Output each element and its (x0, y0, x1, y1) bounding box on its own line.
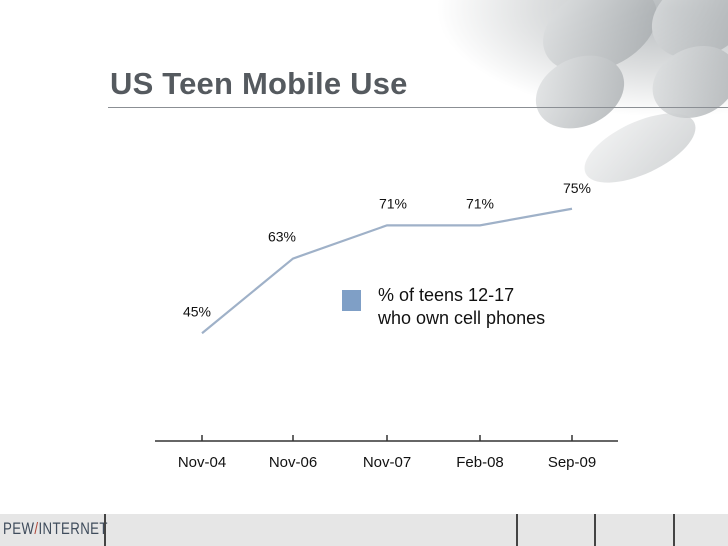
x-tick-label: Sep-09 (548, 454, 596, 471)
keypad-key-icon (535, 0, 728, 183)
slide-title: US Teen Mobile Use (110, 66, 408, 101)
footer-divider (673, 514, 675, 546)
data-label: 71% (379, 195, 407, 211)
data-label: 45% (183, 303, 211, 319)
footer-divider (594, 514, 596, 546)
logo-slash: / (34, 519, 39, 538)
legend-label: % of teens 12-17 (378, 285, 514, 305)
data-label: 71% (466, 195, 494, 211)
footer-divider (104, 514, 106, 546)
legend-label: who own cell phones (377, 308, 545, 328)
logo-text-pew: PEW (3, 519, 35, 538)
footer-divider (516, 514, 518, 546)
legend-swatch (342, 290, 361, 311)
title-divider (108, 107, 728, 108)
footer-bar (0, 514, 728, 546)
data-label: 63% (268, 229, 296, 245)
x-tick-label: Nov-06 (269, 454, 317, 471)
x-tick-label: Feb-08 (456, 454, 504, 471)
x-tick-label: Nov-04 (178, 454, 226, 471)
pew-internet-logo: PEW/INTERNET (3, 519, 108, 543)
data-label: 75% (563, 180, 591, 196)
x-tick-label: Nov-07 (363, 454, 411, 471)
logo-text-internet: INTERNET (38, 519, 108, 538)
